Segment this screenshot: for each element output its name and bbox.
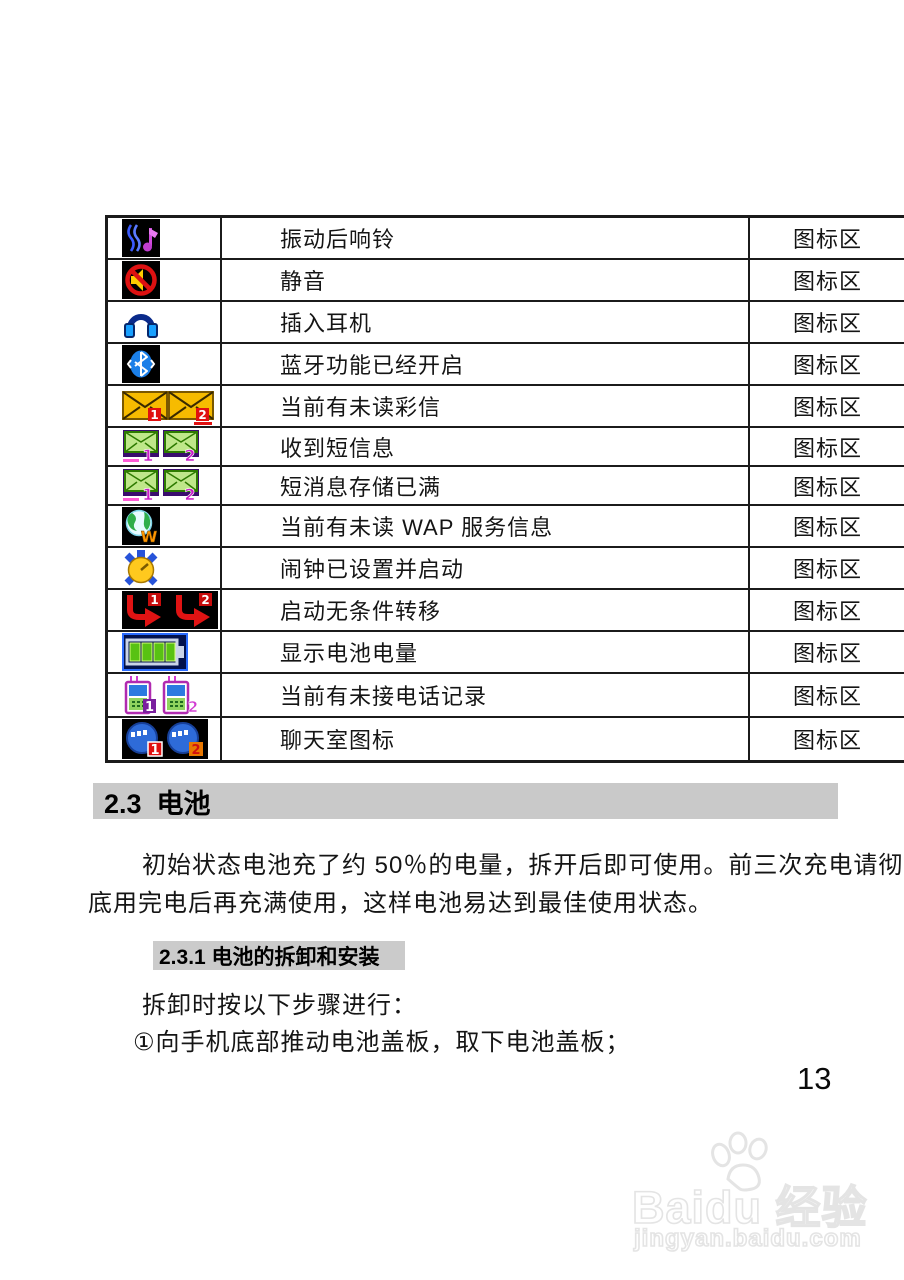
icon-cell	[105, 342, 222, 386]
icon-area-label: 图标区	[748, 300, 904, 344]
table-row: 显示电池电量 图标区	[105, 630, 904, 674]
chat-room-icon: 1 2	[122, 719, 208, 759]
icon-description: 启动无条件转移	[220, 588, 750, 632]
icon-cell: 1 2	[105, 716, 222, 763]
icon-cell	[105, 300, 222, 344]
sms-storage-full-icon: 1 2	[123, 469, 199, 503]
icon-cell	[105, 630, 222, 674]
icon-description: 闹钟已设置并启动	[220, 546, 750, 590]
baidu-paw-icon	[711, 1131, 768, 1192]
icon-description: 插入耳机	[220, 300, 750, 344]
icon-area-label: 图标区	[748, 630, 904, 674]
icon-area-label: 图标区	[748, 672, 904, 718]
svg-text:2: 2	[188, 698, 198, 715]
svg-text:1: 1	[150, 408, 158, 422]
icon-cell: 1 2	[105, 384, 222, 428]
svg-text:W: W	[141, 528, 158, 545]
battery-intro-line-2: 底用完电后再充满使用，这样电池易达到最佳使用状态。	[88, 890, 713, 917]
page-number: 13	[797, 1061, 832, 1096]
icon-area-label: 图标区	[748, 258, 904, 302]
missed-calls-icon: 1 2	[124, 676, 199, 715]
table-row: 1 2 当前有未读彩信 图标区	[105, 384, 904, 428]
svg-text:1: 1	[150, 593, 158, 607]
table-row: 1 2 短消息存储已满 图标区	[105, 465, 904, 506]
icon-cell: 1 2	[105, 426, 222, 467]
icon-description: 聊天室图标	[220, 716, 750, 763]
svg-text:2: 2	[198, 408, 206, 422]
icon-cell: 1 2	[105, 672, 222, 718]
watermark-url-text: jingyan.baidu.com	[633, 1224, 862, 1253]
icon-description: 收到短信息	[220, 426, 750, 467]
icon-area-label: 图标区	[748, 546, 904, 590]
icon-description: 当前有未接电话记录	[220, 672, 750, 718]
icon-description: 显示电池电量	[220, 630, 750, 674]
svg-text:2: 2	[184, 446, 195, 464]
svg-text:1: 1	[150, 743, 159, 758]
icon-cell: 1 2	[105, 465, 222, 506]
table-row: 1 2 收到短信息 图标区	[105, 426, 904, 467]
svg-text:2: 2	[191, 743, 200, 758]
icon-cell: W	[105, 504, 222, 548]
table-row: 闹钟已设置并启动 图标区	[105, 546, 904, 590]
table-row: 1 2 聊天室图标 图标区	[105, 716, 904, 763]
icon-description: 当前有未读彩信	[220, 384, 750, 428]
icon-area-label: 图标区	[748, 215, 904, 260]
unread-wap-icon: W	[122, 507, 160, 545]
icon-area-label: 图标区	[748, 342, 904, 386]
table-row: W 当前有未读 WAP 服务信息 图标区	[105, 504, 904, 548]
unread-mms-icon: 1 2	[122, 391, 214, 425]
icon-area-label: 图标区	[748, 384, 904, 428]
icon-description: 振动后响铃	[220, 215, 750, 260]
table-row: 蓝牙功能已经开启 图标区	[105, 342, 904, 386]
icon-area-label: 图标区	[748, 504, 904, 548]
baidu-watermark: Baidu 经验 jingyan.baidu.com	[628, 1131, 868, 1253]
svg-text:2: 2	[201, 593, 209, 607]
svg-text:1: 1	[142, 446, 153, 464]
table-row: 插入耳机 图标区	[105, 300, 904, 344]
removal-step-1: ①向手机底部推动电池盖板，取下电池盖板；	[133, 1029, 631, 1056]
headset-icon	[124, 314, 158, 338]
icon-description: 蓝牙功能已经开启	[220, 342, 750, 386]
call-divert-icon: 1 2	[122, 591, 218, 629]
watermark-brand-text: Baidu 经验	[631, 1181, 868, 1234]
battery-intro-line-1: 初始状态电池充了约 50％的电量，拆开后即可使用。前三次充电请彻	[142, 852, 904, 879]
icon-description: 短消息存储已满	[220, 465, 750, 506]
mute-icon	[122, 261, 160, 299]
icon-area-label: 图标区	[748, 465, 904, 506]
svg-text:2: 2	[184, 485, 195, 503]
icon-area-label: 图标区	[748, 716, 904, 763]
table-row: 静音 图标区	[105, 258, 904, 302]
icon-cell	[105, 258, 222, 302]
icon-description: 当前有未读 WAP 服务信息	[220, 504, 750, 548]
status-icon-table: 振动后响铃 图标区 静音 图标区 插入耳机 图标区	[105, 215, 904, 763]
subsection-heading-battery-removal: 2.3.1 电池的拆卸和安装	[153, 941, 405, 970]
svg-text:1: 1	[142, 485, 153, 503]
bluetooth-on-icon	[122, 345, 160, 383]
table-row: 1 2 当前有未接电话记录 图标区	[105, 672, 904, 718]
icon-cell	[105, 215, 222, 260]
alarm-set-icon	[124, 550, 158, 586]
icon-area-label: 图标区	[748, 426, 904, 467]
sms-received-icon: 1 2	[123, 430, 199, 464]
icon-description: 静音	[220, 258, 750, 302]
vibrate-then-ring-icon	[122, 219, 160, 257]
table-row: 1 2 启动无条件转移 图标区	[105, 588, 904, 632]
table-row: 振动后响铃 图标区	[105, 215, 904, 260]
section-heading-battery: 2.3 电池	[93, 783, 838, 819]
removal-steps-intro: 拆卸时按以下步骤进行：	[142, 992, 417, 1019]
battery-level-icon	[122, 633, 188, 671]
icon-area-label: 图标区	[748, 588, 904, 632]
icon-cell	[105, 546, 222, 590]
icon-cell: 1 2	[105, 588, 222, 632]
svg-text:1: 1	[145, 700, 154, 715]
